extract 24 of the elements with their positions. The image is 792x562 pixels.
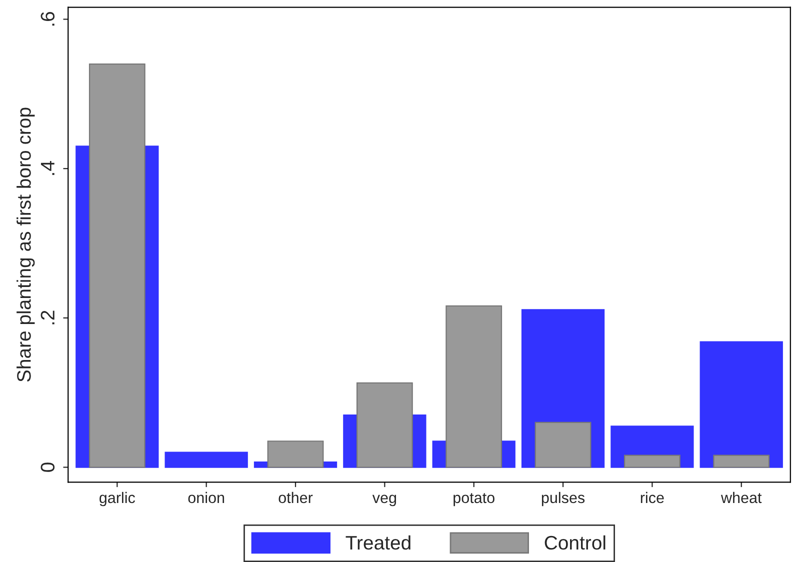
x-tick-label: wheat <box>720 492 762 504</box>
x-tick-label: onion <box>188 492 224 504</box>
bar <box>713 454 770 468</box>
x-tick-label: garlic <box>100 492 136 506</box>
legend-label: Control <box>544 535 606 550</box>
bar <box>267 440 324 468</box>
y-tick-label: .6 <box>40 12 55 26</box>
bar <box>356 382 413 468</box>
x-tick-label: other <box>278 492 313 504</box>
bar <box>88 64 146 468</box>
x-tick-label: rice <box>640 492 664 504</box>
y-axis-title: Share planting as first boro crop <box>16 108 35 382</box>
y-tick-label: 0 <box>40 462 55 472</box>
x-tick-label: veg <box>372 494 396 506</box>
bar <box>700 341 783 468</box>
y-tick-label: .2 <box>40 310 54 324</box>
bar <box>624 454 680 468</box>
x-tick-label: pulses <box>542 492 585 506</box>
legend-label: Treated <box>346 535 410 550</box>
bar <box>164 452 248 468</box>
bar <box>446 305 502 468</box>
x-tick-label: potato <box>454 493 494 506</box>
y-tick-label: .4 <box>40 161 54 175</box>
bar <box>534 422 592 468</box>
